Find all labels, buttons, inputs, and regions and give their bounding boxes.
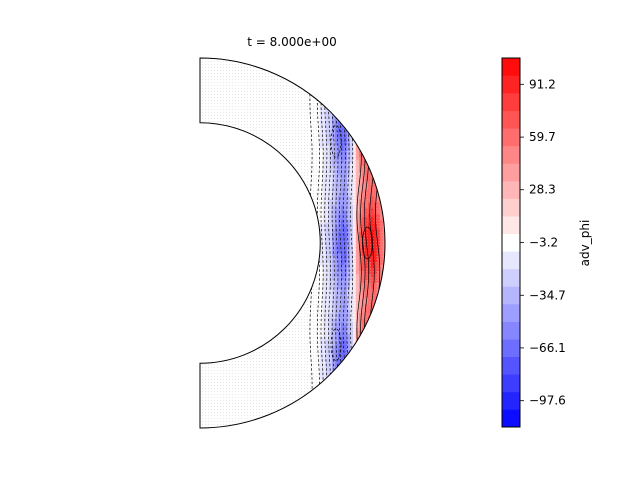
colorbar-level (502, 339, 520, 358)
colorbar-level (502, 75, 520, 94)
colorbar-tick-label: 28.3 (529, 183, 556, 197)
colorbar-level (502, 409, 520, 428)
contour-cell (330, 124, 342, 158)
colorbar-level (502, 58, 520, 76)
colorbar-level (502, 110, 520, 129)
shell-outline (199, 57, 386, 429)
colorbar-level (502, 321, 520, 340)
colorbar-blocks (502, 58, 520, 428)
shell-plot (199, 57, 386, 429)
contour-negative (320, 58, 324, 428)
colorbar-tick-label: 91.2 (529, 77, 556, 91)
background-hatching (200, 58, 385, 428)
contour-negative (346, 58, 350, 428)
colorbar-tick-label: −34.7 (529, 288, 566, 302)
colorbar-tick-label: −97.6 (529, 394, 566, 408)
colorbar-level (502, 128, 520, 147)
colorbar-tick-label: −66.1 (529, 341, 566, 355)
colorbar-level (502, 216, 520, 235)
contour-negative (335, 58, 339, 428)
colorbar-level (502, 251, 520, 270)
colorbar-level (502, 181, 520, 199)
contour-cell (362, 111, 373, 145)
contour-negative (342, 58, 346, 428)
colorbar-level (502, 233, 520, 252)
field-cell (380, 286, 384, 290)
contour-cell (330, 328, 342, 362)
contour-cell (362, 341, 373, 375)
colorbar-ticks: 91.2 59.7 28.3 −3.2 −34.7 −66.1 −97.6 (520, 77, 566, 408)
contour-negative (339, 58, 343, 428)
contour-cell (362, 226, 373, 260)
colorbar-level (502, 93, 520, 112)
contour-negative (328, 58, 331, 428)
colorbar-level (502, 374, 520, 393)
colorbar-level (502, 268, 520, 287)
colorbar-level (502, 356, 520, 375)
colorbar-level (502, 163, 520, 182)
colorbar-level (502, 198, 520, 217)
contour-negative (331, 58, 335, 428)
colorbar-level (502, 304, 520, 322)
colorbar: 91.2 59.7 28.3 −3.2 −34.7 −66.1 −97.6 adv_phi (501, 57, 592, 428)
contour-negative (350, 58, 354, 428)
chart-title: t = 8.000e+00 (247, 35, 336, 49)
colorbar-tick-label: 59.7 (529, 130, 556, 144)
contour-negative (324, 58, 328, 428)
colorbar-tick-label: −3.2 (529, 236, 558, 250)
field-cell (383, 271, 385, 275)
colorbar-level (502, 145, 520, 164)
colorbar-level (502, 286, 520, 305)
colorbar-level (502, 391, 520, 410)
colorbar-label: adv_phi (578, 220, 592, 267)
